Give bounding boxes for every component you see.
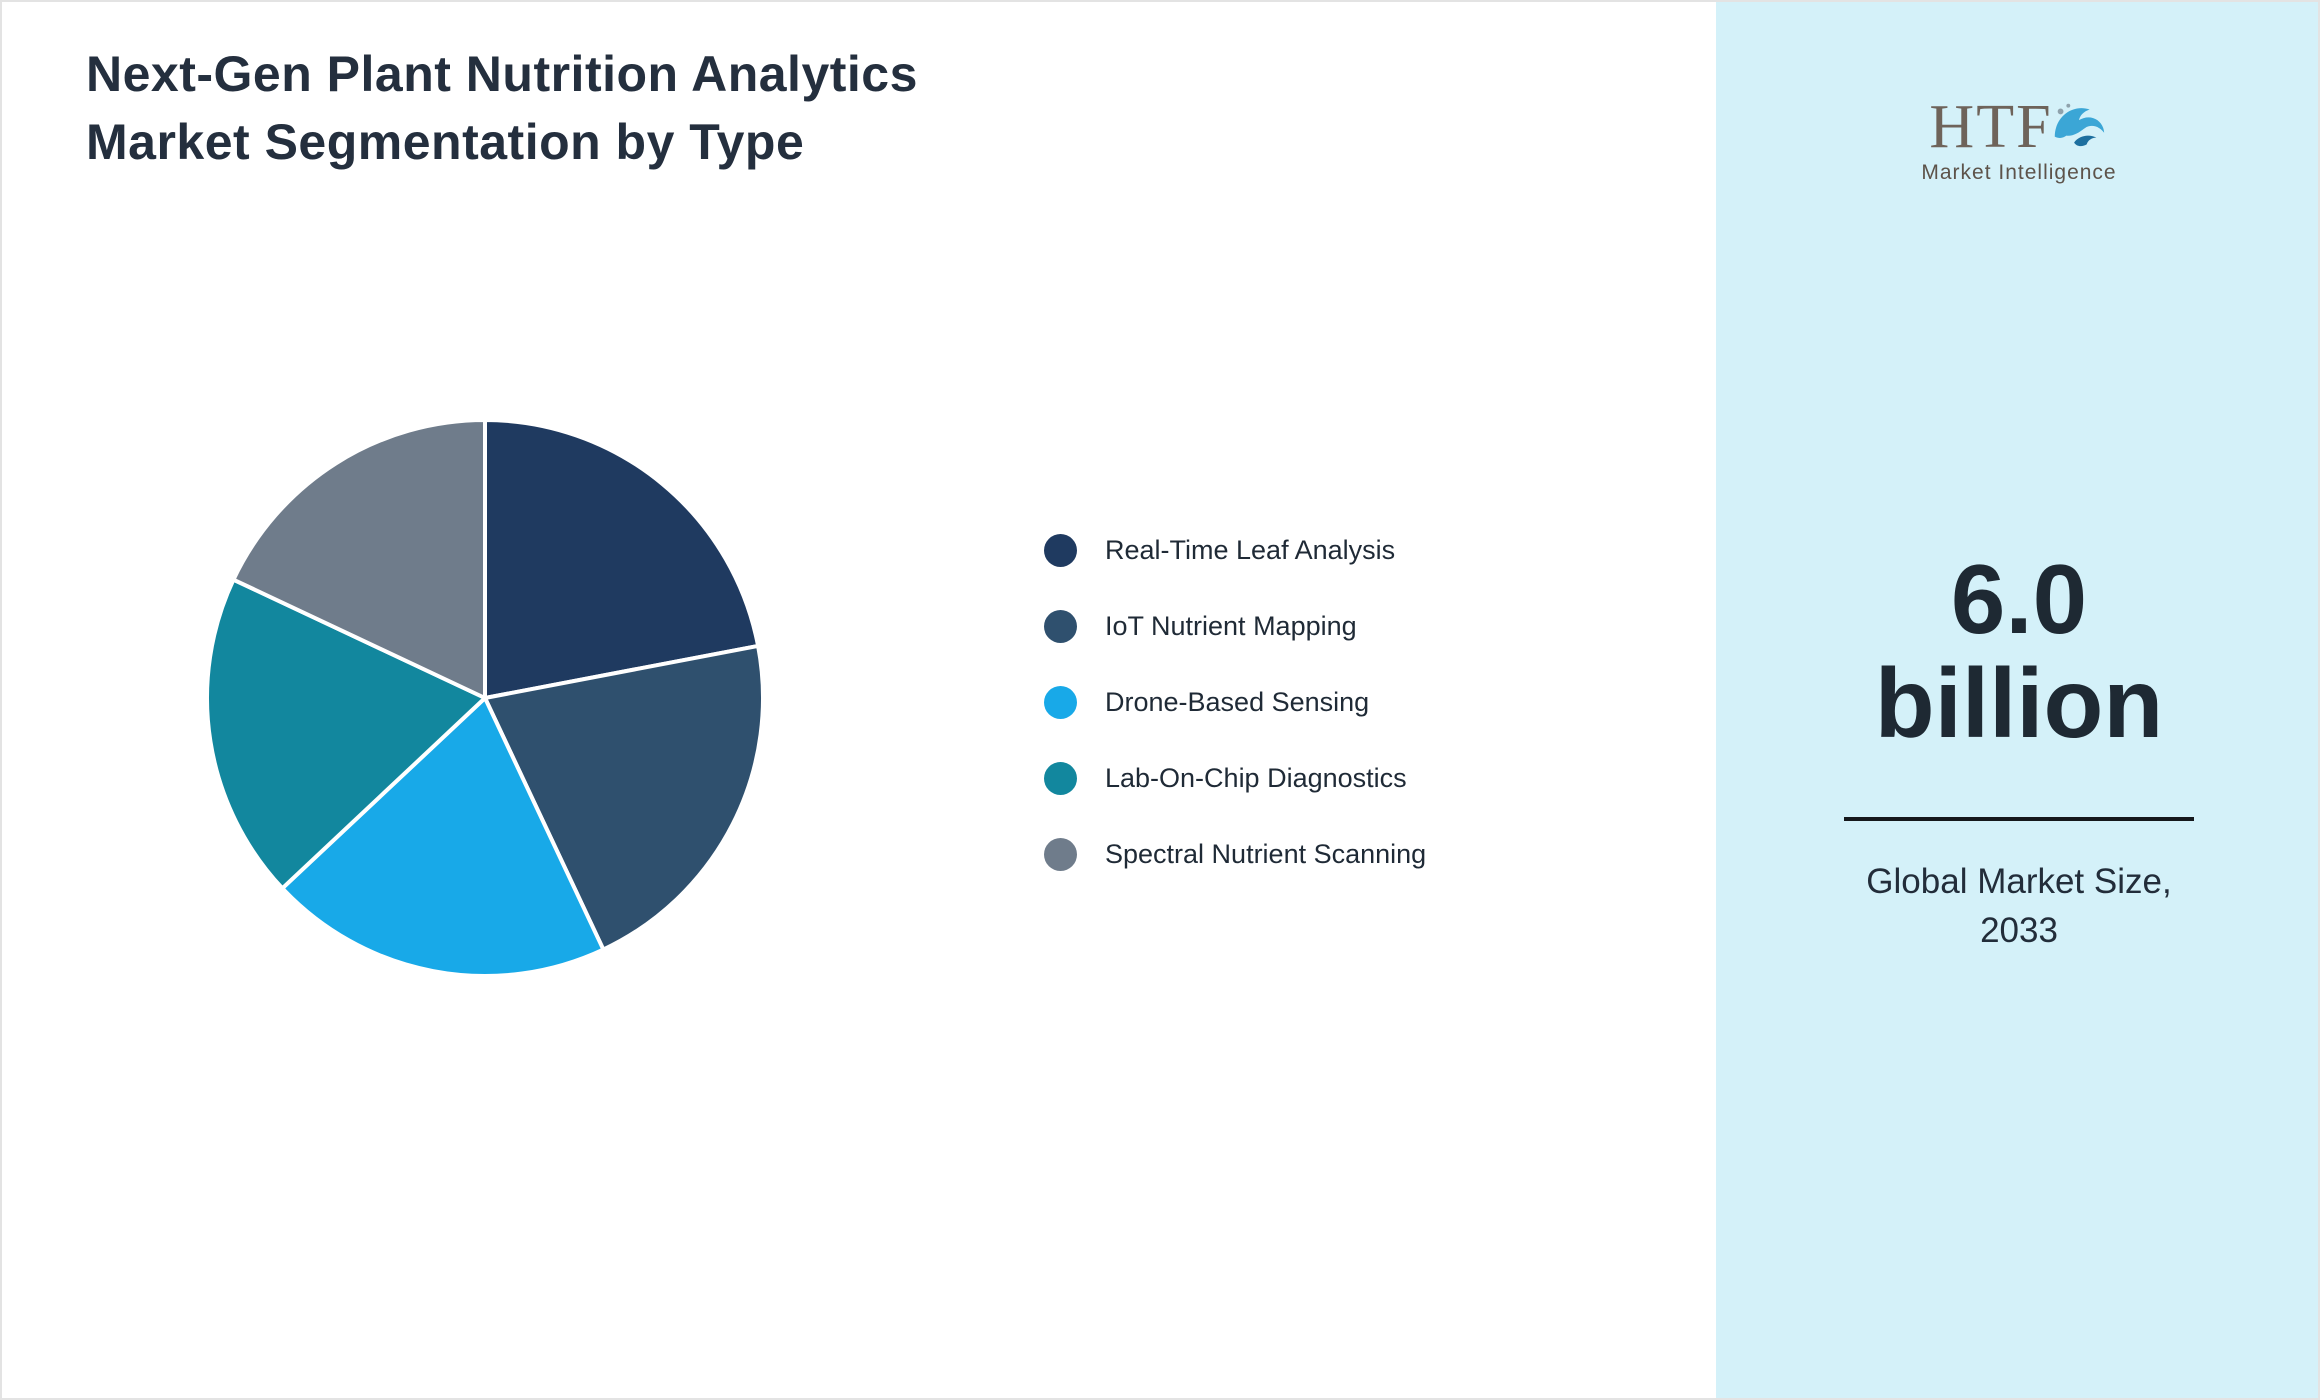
htf-logo-row: HTF [1716,93,2318,161]
legend-swatch [1044,609,1077,643]
legend-item: Lab-On-Chip Diagnostics [1044,740,1426,816]
market-size-value: 6.0 [1950,544,2088,654]
legend-label: Real-Time Leaf Analysis [1105,534,1396,565]
legend-label: Spectral Nutrient Scanning [1105,838,1427,869]
legend-item: IoT Nutrient Mapping [1044,588,1426,664]
market-size-unit: billion [1874,648,2164,758]
market-size-label-line-1: Global Market Size, [1866,862,2172,901]
pie-slice [205,577,487,891]
dolphin-icon [2054,103,2104,147]
market-size-block: 6.0 billion Global Market Size, 2033 [1716,544,2318,955]
legend-swatch [1044,685,1077,719]
market-size-label-line-2: 2033 [1980,911,2058,950]
htf-logo-subtitle: Market Intelligence [1921,161,2117,184]
sidebar: HTF Market Intelligence 6.0 billion Glob… [1716,2,2318,1398]
htf-logo-text: HTF [1929,93,2053,161]
legend-swatch [1044,837,1077,871]
divider [1844,817,2194,821]
market-size-label: Global Market Size, 2033 [1716,857,2318,955]
pie-chart [205,418,765,978]
pie-slice [483,643,765,952]
legend-item: Spectral Nutrient Scanning [1044,816,1426,892]
legend-swatch [1044,761,1077,795]
legend-label: Drone-Based Sensing [1105,686,1370,717]
page-title-line-1: Next-Gen Plant Nutrition Analytics [86,46,918,102]
pie-slice [280,696,606,978]
htf-logo: HTF Market Intelligence [1716,93,2318,185]
page-title: Next-Gen Plant Nutrition Analytics Marke… [86,40,918,176]
legend-label: Lab-On-Chip Diagnostics [1105,762,1407,793]
legend-swatch [1044,533,1077,567]
legend-item: Drone-Based Sensing [1044,664,1426,740]
legend-item: Real-Time Leaf Analysis [1044,512,1426,588]
chart-legend: Real-Time Leaf Analysis IoT Nutrient Mapp… [1044,512,1426,892]
pie-slice [483,418,761,700]
legend-label: IoT Nutrient Mapping [1105,610,1357,641]
page-title-line-2: Market Segmentation by Type [86,114,805,170]
pie-slice [231,418,487,700]
